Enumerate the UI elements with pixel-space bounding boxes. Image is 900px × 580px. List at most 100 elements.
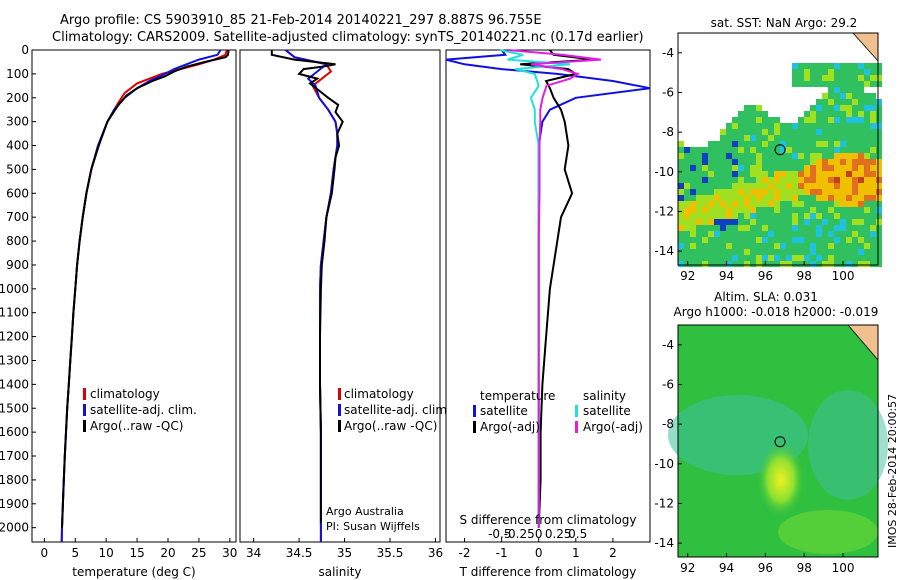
- sst-cell: [864, 207, 870, 213]
- sst-cell: [846, 159, 852, 165]
- sst-cell: [714, 147, 720, 153]
- sst-cell: [810, 171, 816, 177]
- sst-cell: [858, 195, 864, 201]
- sst-cell: [762, 159, 768, 165]
- sst-cell: [714, 141, 720, 147]
- sst-cell: [804, 153, 810, 159]
- sst-cell: [708, 195, 714, 201]
- sst-cell: [834, 261, 840, 267]
- sst-cell: [828, 183, 834, 189]
- sst-cell: [678, 177, 684, 183]
- sst-cell: [804, 171, 810, 177]
- sst-cell: [864, 171, 870, 177]
- sst-cell: [876, 147, 882, 153]
- sla_map-ytick-label: -12: [654, 496, 674, 510]
- sst-cell: [744, 189, 750, 195]
- sst-cell: [780, 243, 786, 249]
- sst-cell: [744, 165, 750, 171]
- sst-cell: [786, 123, 792, 129]
- sst-cell: [756, 249, 762, 255]
- sst-cell: [690, 231, 696, 237]
- temp-ytick-label: 2000: [0, 521, 29, 535]
- sst-cell: [852, 99, 858, 105]
- sst-cell: [678, 243, 684, 249]
- sst-cell: [876, 81, 882, 87]
- sst-cell: [870, 171, 876, 177]
- sst-cell: [870, 63, 876, 69]
- sst-cell: [852, 207, 858, 213]
- sst-cell: [702, 231, 708, 237]
- sst-cell: [774, 237, 780, 243]
- sst-cell: [840, 129, 846, 135]
- sst-cell: [678, 207, 684, 213]
- sst-cell: [678, 153, 684, 159]
- sst-cell: [852, 87, 858, 93]
- sst-cell: [846, 237, 852, 243]
- sst-cell: [756, 111, 762, 117]
- sst-cell: [840, 153, 846, 159]
- sst-cell: [744, 261, 750, 267]
- sst-cell: [846, 117, 852, 123]
- sal-credit-line-2: PI: Susan Wijffels: [326, 520, 420, 533]
- sst-cell: [858, 75, 864, 81]
- sst-cell: [834, 243, 840, 249]
- sst-cell: [828, 135, 834, 141]
- sst-cell: [828, 201, 834, 207]
- sst-cell: [714, 261, 720, 267]
- temp-ytick-label: 900: [6, 258, 29, 272]
- sst-cell: [858, 213, 864, 219]
- sst-cell: [846, 171, 852, 177]
- sst-cell: [852, 159, 858, 165]
- sst-cell: [876, 183, 882, 189]
- sst-cell: [828, 147, 834, 153]
- sst-cell: [750, 207, 756, 213]
- sst-cell: [816, 99, 822, 105]
- sst-cell: [738, 189, 744, 195]
- sst-cell: [828, 63, 834, 69]
- sst-cell: [678, 261, 684, 267]
- sst-cell: [804, 219, 810, 225]
- sst_map-ytick-label: -12: [654, 204, 674, 218]
- sst-cell: [870, 201, 876, 207]
- sst-cell: [828, 69, 834, 75]
- sst-cell: [750, 189, 756, 195]
- temp-xtick-label: 20: [160, 546, 175, 560]
- sst-cell: [798, 231, 804, 237]
- sst-cell: [816, 219, 822, 225]
- sst-cell: [768, 141, 774, 147]
- sst-cell: [714, 159, 720, 165]
- sst-cell: [750, 225, 756, 231]
- sst-cell: [726, 135, 732, 141]
- sst-cell: [696, 207, 702, 213]
- sst-cell: [738, 111, 744, 117]
- sst-cell: [810, 225, 816, 231]
- sst-cell: [738, 261, 744, 267]
- sla_map-frame: [677, 324, 879, 558]
- sst-cell: [702, 201, 708, 207]
- temp-ytick-label: 300: [6, 115, 29, 129]
- sst-cell: [786, 237, 792, 243]
- sst-cell: [690, 195, 696, 201]
- sst-cell: [828, 87, 834, 93]
- sst-cell: [738, 201, 744, 207]
- sst-cell: [846, 75, 852, 81]
- sst-cell: [864, 225, 870, 231]
- sst-cell: [804, 75, 810, 81]
- diff-legend-temp-sat: satellite: [480, 404, 528, 418]
- sal-xtick-label: 36: [428, 546, 443, 560]
- sst-cell: [798, 213, 804, 219]
- sst-cell: [870, 261, 876, 267]
- sst-cell: [834, 117, 840, 123]
- sst-cell: [774, 243, 780, 249]
- sst-cell: [858, 207, 864, 213]
- sst-cell: [864, 153, 870, 159]
- sst-cell: [852, 213, 858, 219]
- sst-cell: [816, 189, 822, 195]
- sst-cell: [684, 237, 690, 243]
- diff-legend-temp-argo: Argo(-adj): [480, 420, 540, 434]
- sst-cell: [870, 183, 876, 189]
- sst-cell: [726, 255, 732, 261]
- sst-cell: [858, 219, 864, 225]
- sst-cell: [684, 219, 690, 225]
- sst-cell: [798, 183, 804, 189]
